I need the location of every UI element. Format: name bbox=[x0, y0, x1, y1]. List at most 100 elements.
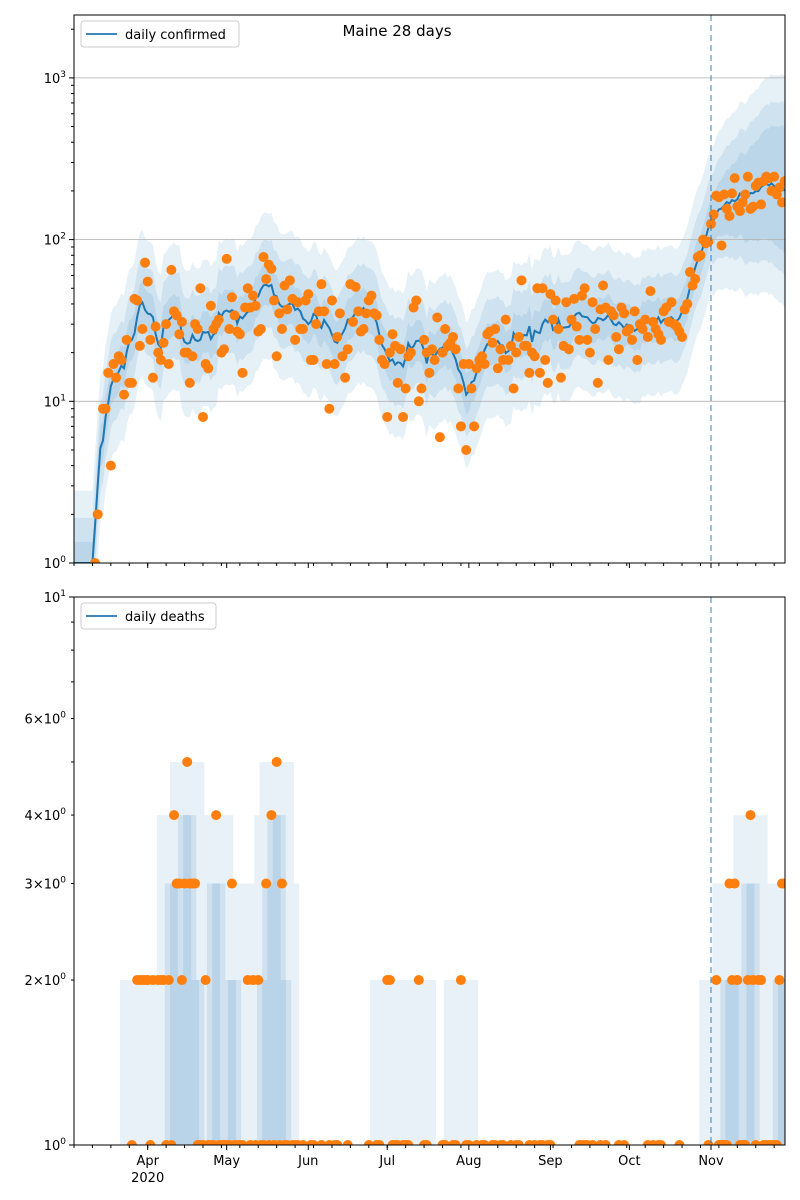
axes-frame bbox=[73, 14, 786, 564]
data-point bbox=[387, 329, 398, 340]
x-tick-label: Jul bbox=[378, 1154, 395, 1169]
data-point bbox=[261, 878, 272, 889]
data-point bbox=[540, 355, 551, 366]
data-point bbox=[197, 411, 208, 422]
data-point bbox=[116, 355, 127, 366]
data-point bbox=[308, 1140, 319, 1145]
y-minor-tick-label: 2×100 bbox=[25, 972, 67, 989]
data-point bbox=[476, 351, 487, 362]
x-tick-label: Nov bbox=[698, 1154, 724, 1169]
data-point bbox=[134, 340, 145, 351]
data-point bbox=[740, 189, 751, 200]
legend-deaths: daily deaths bbox=[80, 602, 217, 630]
chart-title: Maine 28 days bbox=[342, 22, 451, 40]
data-point bbox=[734, 206, 745, 217]
axes-frame bbox=[73, 596, 786, 1146]
data-point bbox=[779, 176, 785, 187]
data-point bbox=[145, 1140, 156, 1145]
data-point bbox=[132, 295, 143, 306]
data-point bbox=[587, 297, 598, 308]
x-tick-label: Aug bbox=[456, 1154, 481, 1169]
data-point bbox=[276, 878, 287, 889]
data-point bbox=[432, 312, 443, 323]
data-point bbox=[774, 975, 785, 986]
data-point bbox=[200, 975, 211, 986]
data-point bbox=[342, 344, 353, 355]
data-point bbox=[192, 323, 203, 334]
data-point bbox=[374, 334, 385, 345]
data-point bbox=[548, 314, 559, 325]
data-point bbox=[316, 279, 327, 290]
data-point bbox=[158, 337, 169, 348]
data-point bbox=[632, 355, 643, 366]
data-point bbox=[250, 300, 261, 311]
data-point bbox=[455, 421, 466, 432]
data-point bbox=[140, 257, 151, 268]
data-point bbox=[511, 347, 522, 358]
data-point bbox=[111, 372, 122, 383]
confidence-band bbox=[74, 125, 785, 563]
data-point bbox=[237, 367, 248, 378]
data-point bbox=[716, 240, 727, 251]
data-point bbox=[382, 411, 393, 422]
data-point bbox=[619, 1140, 630, 1145]
data-point bbox=[213, 314, 224, 325]
data-point bbox=[361, 308, 372, 319]
data-point bbox=[529, 351, 540, 362]
data-point bbox=[326, 295, 337, 306]
data-point bbox=[405, 347, 416, 358]
x-tick-label: Jun bbox=[297, 1154, 318, 1169]
data-point bbox=[119, 389, 130, 400]
data-point bbox=[237, 1140, 248, 1145]
data-point bbox=[550, 295, 561, 306]
data-point bbox=[756, 199, 767, 210]
y-tick-label: 102 bbox=[44, 232, 66, 249]
data-point bbox=[424, 367, 435, 378]
x-tick-label: Oct bbox=[618, 1154, 640, 1169]
confirmed-points bbox=[90, 171, 785, 563]
data-point bbox=[219, 344, 230, 355]
data-point bbox=[569, 293, 580, 304]
data-point bbox=[121, 334, 132, 345]
x-tick-year: 2020 bbox=[131, 1171, 164, 1186]
data-point bbox=[627, 334, 638, 345]
data-point bbox=[682, 298, 693, 309]
data-point bbox=[190, 878, 201, 889]
data-point bbox=[169, 810, 180, 821]
confidence-band bbox=[74, 73, 785, 563]
data-point bbox=[624, 323, 635, 334]
data-point bbox=[740, 1140, 751, 1145]
data-point bbox=[742, 171, 753, 182]
y-tick-label: 101 bbox=[44, 589, 66, 606]
data-point bbox=[290, 334, 301, 345]
data-point bbox=[103, 367, 114, 378]
data-point bbox=[329, 359, 340, 370]
data-point bbox=[645, 286, 656, 297]
data-point bbox=[513, 331, 524, 342]
data-point bbox=[108, 359, 119, 370]
data-point bbox=[487, 337, 498, 348]
data-point bbox=[426, 344, 437, 355]
data-point bbox=[440, 323, 451, 334]
data-point bbox=[266, 810, 277, 821]
data-point bbox=[374, 1140, 385, 1145]
data-point bbox=[174, 329, 185, 340]
data-point bbox=[521, 340, 532, 351]
data-point bbox=[253, 975, 264, 986]
data-point bbox=[655, 1140, 666, 1145]
y-tick-label: 103 bbox=[44, 70, 66, 87]
y-tick-label: 100 bbox=[44, 555, 67, 572]
data-point bbox=[150, 321, 161, 332]
legend-label: daily confirmed bbox=[125, 28, 226, 43]
data-point bbox=[603, 355, 614, 366]
data-point bbox=[748, 201, 759, 212]
data-point bbox=[561, 297, 572, 308]
data-point bbox=[500, 314, 511, 325]
data-point bbox=[155, 355, 166, 366]
data-point bbox=[340, 372, 351, 383]
data-point bbox=[303, 289, 314, 300]
data-point bbox=[276, 323, 287, 334]
data-point bbox=[516, 275, 527, 286]
confirmed-grid bbox=[74, 77, 785, 402]
